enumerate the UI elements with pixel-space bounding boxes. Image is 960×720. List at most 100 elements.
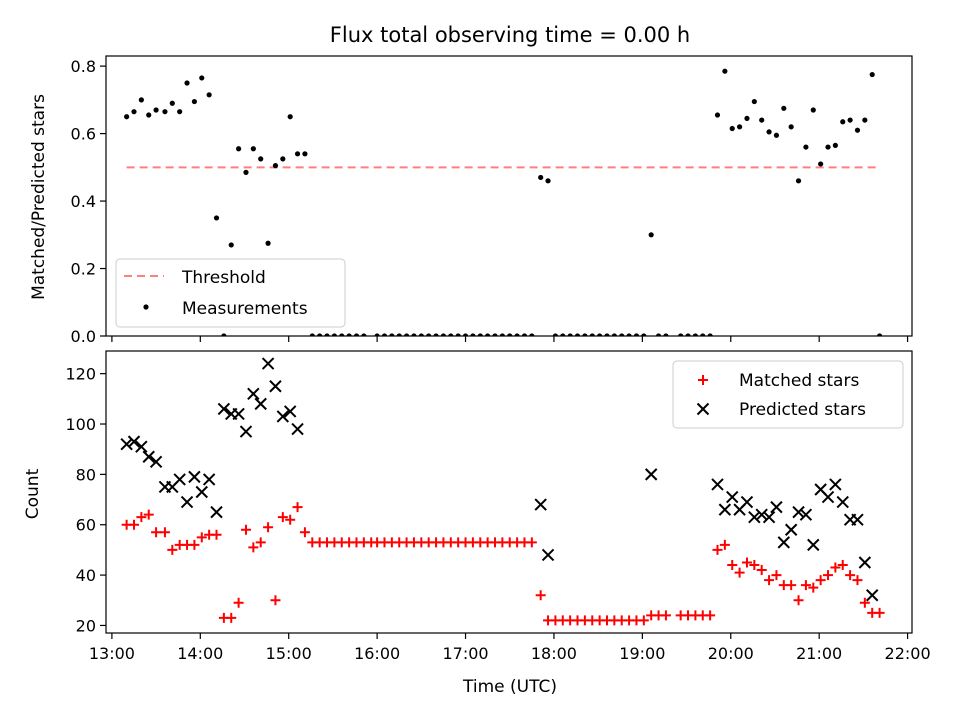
measurement-point [470, 333, 476, 336]
predicted-point [239, 425, 253, 438]
matched-point [292, 502, 303, 513]
measurement-point [818, 161, 824, 167]
measurement-point [655, 333, 662, 336]
matched-point [248, 542, 259, 553]
measurement-point [324, 333, 330, 336]
predicted-point [755, 508, 768, 521]
predicted-point [269, 380, 282, 393]
measurement-point [353, 333, 360, 336]
measurement-point [418, 333, 424, 336]
legend-threshold-label: Threshold [181, 268, 266, 288]
y-tick-label: 0.6 [71, 125, 96, 144]
y-tick-label: 40 [76, 566, 96, 585]
x-tick-label: 22:00 [885, 644, 931, 663]
axes-frame [105, 350, 913, 634]
measurement-point [529, 333, 535, 336]
measurement-point [177, 109, 183, 115]
legend-measurements-label: Measurements [182, 299, 308, 319]
measurement-point [597, 333, 603, 336]
predicted-point [188, 470, 201, 484]
matched-point [859, 597, 870, 608]
measurement-point [700, 333, 706, 336]
measurement-point [641, 333, 647, 336]
matched-point [712, 544, 723, 555]
matched-point [128, 519, 139, 530]
measurement-point [567, 333, 573, 336]
x-tick-label: 15:00 [266, 644, 312, 663]
matched-point [277, 512, 288, 523]
matched-point [749, 560, 760, 571]
measurement-point [236, 146, 242, 152]
predicted-point [283, 405, 297, 418]
x-tick-label: 20:00 [708, 644, 754, 663]
predicted-point [829, 478, 842, 491]
measurement-point [862, 117, 868, 123]
count-panel: 20 40 60 80 100 120 13:00 14:00 15:00 16:00 17:00 1… [65, 350, 931, 663]
measurement-point [272, 163, 279, 169]
matched-point [741, 557, 752, 568]
predicted-point [740, 495, 754, 509]
matched-point [526, 537, 537, 548]
predicted-point [777, 536, 791, 549]
measurement-point [619, 333, 625, 336]
legend-predicted-label: Predicted stars [739, 400, 866, 420]
measurement-point [206, 92, 212, 98]
matched-point [808, 582, 819, 593]
measurement-point [213, 215, 220, 221]
predicted-point [135, 440, 148, 453]
bottom-y-axis-label: Count [23, 468, 43, 519]
measurement-point [448, 333, 454, 336]
measurement-point [485, 333, 491, 336]
measurement-point [184, 80, 190, 86]
measurement-point [258, 156, 264, 162]
measurement-point [346, 333, 352, 336]
predicted-point [770, 500, 783, 514]
predicted-point [726, 490, 739, 504]
measurement-point [302, 151, 308, 157]
matched-point [255, 537, 266, 548]
y-tick-label: 0.4 [71, 192, 96, 211]
matched-point [189, 539, 200, 550]
matched-point [226, 612, 237, 623]
predicted-point [173, 473, 186, 486]
measurement-point [759, 117, 765, 123]
measurement-point [692, 333, 698, 336]
legend-box [115, 258, 346, 328]
predicted-point [784, 523, 798, 536]
predicted-point [799, 508, 813, 521]
measurement-point [729, 125, 735, 132]
measurement-point [781, 105, 787, 111]
matched-point [823, 570, 834, 581]
measurement-point [389, 333, 395, 336]
x-tick-label: 16:00 [354, 644, 400, 663]
matched-point [263, 522, 274, 533]
predicted-point [276, 410, 290, 423]
matched-point [638, 615, 649, 626]
ratio-panel: 0.0 0.2 0.4 0.6 0.8 Threshold Measurements [71, 55, 913, 346]
matched-point [136, 512, 147, 523]
predicted-point [120, 437, 133, 451]
y-tick-label: 0.8 [71, 57, 96, 76]
matched-point [535, 590, 546, 601]
matched-point [771, 570, 782, 581]
measurement-point [803, 144, 809, 150]
y-tick-label: 60 [76, 516, 96, 535]
matched-point [159, 527, 170, 538]
legend-matched-label: Matched stars [739, 371, 859, 391]
predicted-point [247, 387, 260, 401]
measurement-point [604, 333, 610, 336]
measurement-point [477, 333, 483, 336]
axes-frame [105, 55, 913, 337]
legend-matched-swatch [698, 375, 708, 385]
predicted-point [127, 435, 141, 448]
matched-point [299, 527, 310, 538]
predicted-point [821, 490, 835, 504]
predicted-point [748, 510, 761, 524]
matched-point [151, 527, 162, 538]
measurement-point [287, 114, 293, 120]
measurement-point [374, 333, 380, 336]
x-axis-label: Time (UTC) [462, 677, 557, 697]
measurement-point [243, 169, 249, 175]
measurement-point [560, 333, 566, 336]
